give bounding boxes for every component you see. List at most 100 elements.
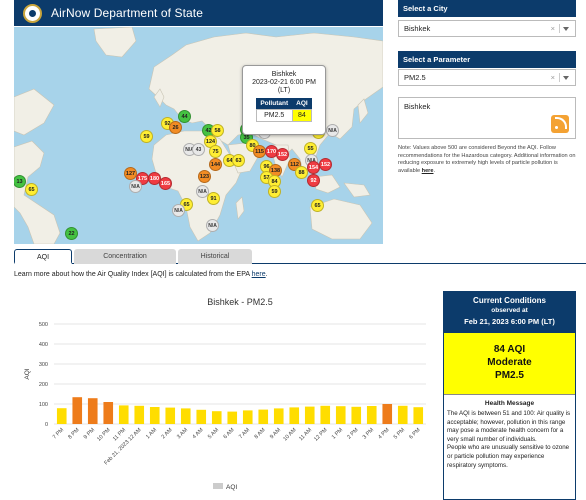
map-marker[interactable]: 58 — [211, 124, 224, 137]
map-marker[interactable]: 65 — [25, 183, 38, 196]
map-marker[interactable]: 44 — [178, 110, 191, 123]
chart-bar — [134, 405, 145, 424]
popup-aqi: 84 — [291, 109, 313, 122]
current-conditions-header: Current Conditions observed at Feb 21, 2… — [444, 292, 575, 333]
map-marker[interactable]: 63 — [232, 154, 245, 167]
app-title: AirNow Department of State — [51, 6, 203, 20]
popup-col-aqi: AQI — [292, 98, 312, 110]
x-tick-label: 2 AM — [161, 427, 174, 440]
x-tick-label: 4 PM — [377, 427, 391, 441]
note-here-link[interactable]: here — [421, 167, 434, 174]
map-marker[interactable]: N/A — [196, 185, 209, 198]
y-tick-label: 500 — [39, 322, 48, 328]
chart-bar — [366, 406, 377, 424]
learn-more-here-link[interactable]: here — [251, 271, 266, 278]
select-parameter-label: Select a Parameter — [398, 51, 576, 68]
popup-pollutant: PM2.5 — [255, 109, 293, 122]
chart-bar — [180, 408, 191, 424]
city-info-box: Bishkek — [398, 97, 576, 139]
x-tick-label: 11 AM — [298, 427, 313, 442]
select-city-label: Select a City — [398, 0, 576, 17]
health-message-text: The AQI is between 51 and 100: Air quali… — [444, 407, 575, 470]
x-tick-label: 10 AM — [282, 427, 298, 443]
chart-bar — [211, 411, 222, 424]
chart-bar — [273, 408, 284, 424]
map-popup: Bishkek 2023-02-21 6:00 PM (LT) Pollutan… — [242, 65, 326, 135]
learn-more-period: . — [265, 271, 268, 278]
map-marker[interactable]: 165 — [159, 177, 172, 190]
clear-parameter-icon[interactable]: × — [550, 73, 555, 82]
chevron-down-icon[interactable] — [563, 76, 569, 80]
map-marker[interactable]: 59 — [140, 130, 153, 143]
map-marker[interactable]: N/A — [172, 204, 185, 217]
x-tick-label: 4 AM — [192, 427, 205, 440]
x-tick-label: 1 PM — [331, 427, 345, 441]
parameter-select[interactable]: PM2.5 × — [398, 69, 576, 86]
map-marker[interactable]: 13 — [14, 175, 26, 188]
popup-datetime: 2023-02-21 6:00 PM — [252, 79, 316, 86]
map-marker[interactable]: 91 — [207, 192, 220, 205]
x-tick-label: 1 AM — [145, 427, 158, 440]
chart-bar — [242, 410, 253, 424]
popup-city: Bishkek — [271, 71, 297, 78]
chart-bar — [335, 406, 346, 424]
chart-bar — [87, 398, 98, 424]
learn-more-text: Learn more about how the Air Quality Ind… — [14, 271, 268, 278]
x-tick-label: 7 PM — [52, 427, 66, 441]
x-tick-label: 7 AM — [238, 427, 251, 440]
current-aqi-category: Moderate — [487, 357, 532, 368]
observed-datetime: Feb 21, 2023 6:00 PM (LT) — [464, 317, 555, 326]
chart-bar — [320, 405, 331, 424]
beyond-aqi-note: Note: Values above 500 are considered Be… — [398, 145, 578, 175]
clear-city-icon[interactable]: × — [550, 24, 555, 33]
map-marker[interactable]: 75 — [209, 145, 222, 158]
aqi-map[interactable]: 44 92 26 59 42 58 44 35 196 N/A 88 N/A 1… — [14, 27, 383, 244]
map-marker[interactable]: 123 — [198, 170, 211, 183]
chart-title: Bishkek - PM2.5 — [207, 297, 273, 307]
tab-aqi[interactable]: AQI — [14, 249, 72, 264]
rss-feed-icon[interactable] — [551, 115, 569, 133]
x-tick-label: 10 PM — [96, 427, 112, 443]
y-tick-label: 100 — [39, 402, 48, 408]
map-marker[interactable]: 152 — [319, 158, 332, 171]
x-tick-label: 5 PM — [393, 427, 407, 441]
map-marker[interactable]: N/A — [129, 180, 142, 193]
city-select[interactable]: Bishkek × — [398, 20, 576, 37]
map-marker[interactable]: 59 — [268, 185, 281, 198]
map-marker[interactable]: 88 — [295, 166, 308, 179]
popup-timezone: (LT) — [277, 87, 291, 94]
chart-bar — [149, 407, 160, 424]
map-marker[interactable]: N/A — [206, 219, 219, 232]
y-tick-label: 200 — [39, 382, 48, 388]
map-marker[interactable]: 22 — [65, 227, 78, 240]
city-select-value: Bishkek — [404, 24, 431, 33]
chart-bar — [258, 409, 269, 424]
tab-bar: AQI Concentration Historical — [14, 249, 586, 264]
health-message-title: Health Message — [484, 400, 535, 407]
current-conditions-title: Current Conditions — [473, 296, 546, 305]
map-marker[interactable]: 43 — [192, 143, 205, 156]
legend-swatch — [213, 483, 223, 489]
x-tick-label: 9 AM — [269, 427, 282, 440]
y-axis-label: AQI — [24, 368, 31, 379]
map-marker[interactable]: N/A — [326, 124, 339, 137]
map-marker[interactable]: 152 — [276, 148, 289, 161]
x-tick-label: 12 PM — [313, 427, 329, 443]
city-info-title: Bishkek — [404, 102, 431, 111]
popup-table: Pollutant AQI PM2.5 84 — [255, 98, 313, 122]
popup-col-pollutant: Pollutant — [256, 98, 293, 110]
chart-bar — [196, 409, 207, 424]
current-aqi-box: 84 AQI Moderate PM2.5 — [444, 333, 575, 395]
state-department-seal-icon — [23, 3, 42, 23]
map-marker[interactable]: 144 — [209, 158, 222, 171]
map-marker[interactable]: 26 — [169, 121, 182, 134]
chart-bar — [351, 406, 362, 424]
map-marker[interactable]: 65 — [311, 199, 324, 212]
current-aqi-pollutant: PM2.5 — [495, 370, 524, 381]
chevron-down-icon[interactable] — [563, 27, 569, 31]
tab-historical[interactable]: Historical — [178, 249, 252, 264]
map-marker[interactable]: 92 — [307, 174, 320, 187]
tab-concentration[interactable]: Concentration — [74, 249, 176, 264]
observed-at-label: observed at — [491, 307, 528, 314]
